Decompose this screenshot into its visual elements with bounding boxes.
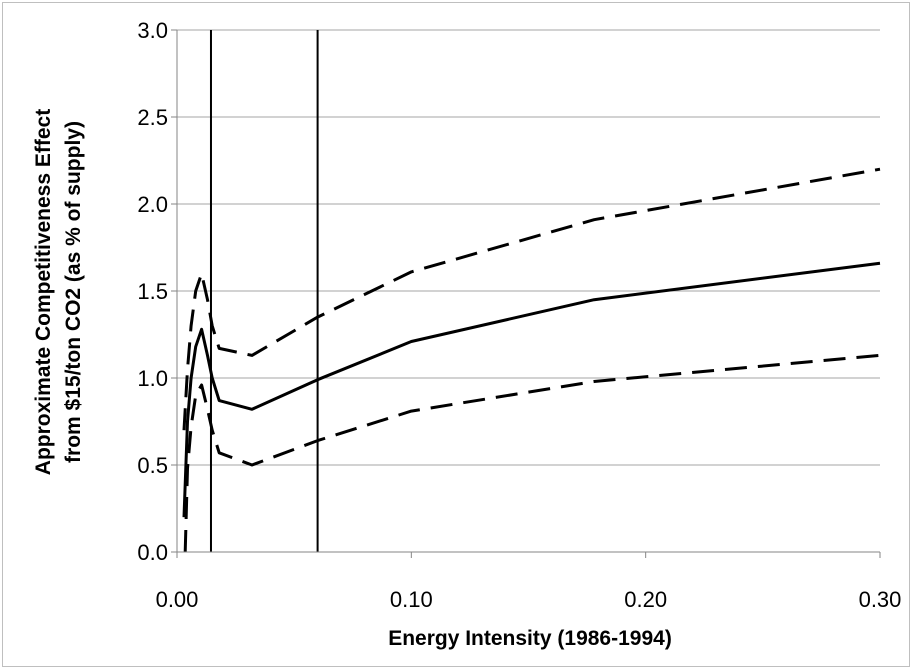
x-tick-label-1: 0.10 [390,587,433,612]
y-tick-label-3: 1.5 [137,279,168,304]
series-line-1-solid [182,261,881,518]
y-tick-label-6: 3.0 [137,18,168,43]
gridlines [177,29,880,466]
vertical-markers [209,30,319,552]
x-tick-label-3: 0.30 [859,587,902,612]
y-tick-label-2: 1.0 [137,366,168,391]
y-tick-label-1: 0.5 [137,453,168,478]
y-tick-label-5: 2.5 [137,105,168,130]
series-line-2-dashed [183,353,881,553]
x-axis-title: Energy Intensity (1986-1994) [388,627,672,650]
axes [171,29,881,558]
tick-labels: 0.0 0.5 1.0 1.5 2.0 2.5 3.0 0.00 0.10 0.20 0.30 [137,18,901,612]
series-group [182,167,881,553]
y-tick-label-4: 2.0 [137,192,168,217]
series-line-0-dashed [182,167,881,431]
y-tick-label-0: 0.0 [137,540,168,565]
x-tick-label-2: 0.20 [624,587,667,612]
y-axis-title-line-2: from $15/ton CO2 (as % of supply) [62,121,85,463]
x-tick-label-0: 0.00 [156,587,199,612]
y-axis-title-line-1: Approximate Competitiveness Effect [32,109,55,475]
